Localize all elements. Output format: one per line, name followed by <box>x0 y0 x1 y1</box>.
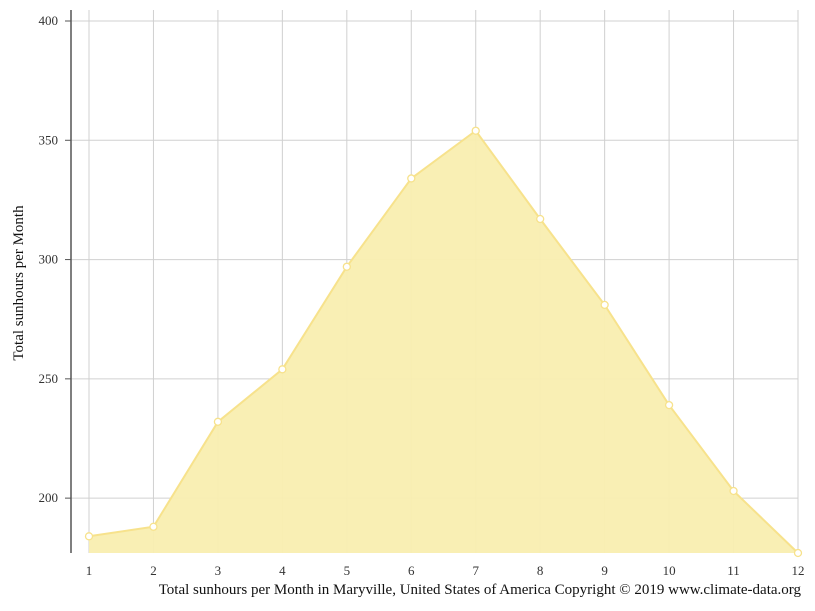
data-point <box>600 300 609 310</box>
x-tick-label: 11 <box>727 563 740 578</box>
data-point <box>213 417 223 426</box>
x-tick-label: 10 <box>663 563 676 578</box>
area-layer <box>88 129 799 554</box>
area-fill <box>89 130 798 553</box>
data-point <box>84 532 94 541</box>
x-tick-label: 7 <box>472 563 479 578</box>
data-point <box>407 174 416 183</box>
chart-caption: Total sunhours per Month in Maryville, U… <box>158 582 801 598</box>
y-tick-label: 200 <box>39 490 59 505</box>
data-point <box>664 400 674 410</box>
data-point <box>149 522 158 531</box>
x-tick-label: 1 <box>86 563 93 578</box>
data-point <box>471 126 480 135</box>
series-line <box>88 129 799 554</box>
data-point <box>729 486 738 496</box>
y-tick-label: 300 <box>39 252 59 267</box>
x-tick-label: 9 <box>601 563 608 578</box>
data-point <box>536 214 545 224</box>
x-tick-label: 12 <box>792 563 805 578</box>
y-tick-label: 250 <box>39 371 59 386</box>
data-points <box>84 126 803 558</box>
data-point <box>793 548 803 558</box>
y-tick-label: 350 <box>39 132 59 147</box>
data-point <box>278 365 287 374</box>
x-tick-label: 3 <box>215 563 222 578</box>
x-tick-label: 8 <box>537 563 544 578</box>
x-tick-label: 2 <box>150 563 157 578</box>
x-tick-label: 6 <box>408 563 415 578</box>
axes <box>65 10 72 553</box>
x-tick-label: 4 <box>279 563 286 578</box>
x-tick-label: 5 <box>344 563 351 578</box>
data-point <box>342 262 351 271</box>
y-axis-title: Total sunhours per Month <box>11 205 27 361</box>
y-tick-label: 400 <box>39 13 59 28</box>
